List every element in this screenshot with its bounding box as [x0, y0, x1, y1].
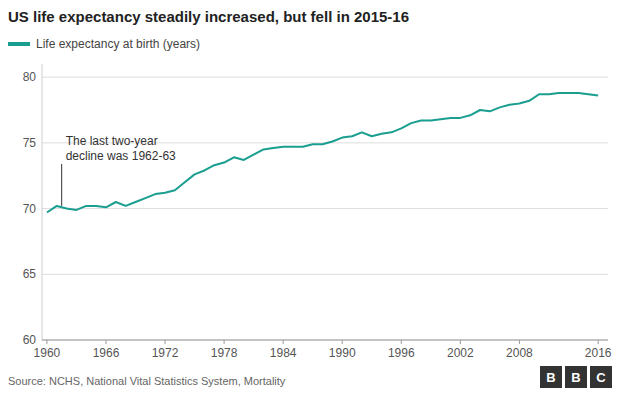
y-tick-label: 65 — [23, 267, 37, 281]
logo-letter: B — [571, 370, 580, 385]
x-tick — [224, 340, 225, 344]
x-tick-label: 1966 — [93, 346, 120, 360]
y-tick-label: 75 — [23, 136, 37, 150]
grid-line — [42, 274, 608, 275]
logo-box — [540, 366, 562, 388]
x-tick — [401, 340, 402, 344]
annotation-line-text: The last two-year — [66, 134, 158, 148]
x-tick-label: 1996 — [388, 346, 415, 360]
annotation: The last two-yeardecline was 1962-63 — [66, 134, 176, 163]
x-tick — [598, 340, 599, 344]
x-tick-label: 2016 — [585, 346, 612, 360]
plot-area — [47, 93, 598, 213]
x-tick — [283, 340, 284, 344]
x-tick — [46, 340, 47, 344]
x-tick-label: 2002 — [447, 346, 474, 360]
x-tick — [519, 340, 520, 344]
grid-line — [42, 208, 608, 209]
legend-label: Life expectancy at birth (years) — [36, 37, 200, 51]
y-tick-label: 60 — [23, 333, 37, 347]
annotation-line — [61, 164, 62, 206]
x-tick — [165, 340, 166, 344]
y-tick-label: 80 — [23, 70, 37, 84]
y-tick-label: 70 — [23, 202, 37, 216]
x-tick-label: 1984 — [270, 346, 297, 360]
logo-letter: B — [546, 370, 555, 385]
grid-line — [42, 77, 608, 78]
x-tick-label: 2008 — [506, 346, 533, 360]
logo-letter: C — [596, 370, 606, 385]
logo-box — [565, 366, 587, 388]
annotation-line-text: decline was 1962-63 — [66, 149, 176, 163]
source: Source: NCHS, National Vital Statistics … — [8, 375, 286, 387]
x-tick-label: 1960 — [34, 346, 61, 360]
x-axis-line — [42, 340, 608, 341]
x-tick — [342, 340, 343, 344]
x-tick-label: 1990 — [329, 346, 356, 360]
x-tick-label: 1978 — [211, 346, 238, 360]
legend-swatch — [8, 42, 30, 46]
title: US life expectancy steadily increased, b… — [8, 8, 409, 25]
x-tick-label: 1972 — [152, 346, 179, 360]
logo-box — [590, 366, 612, 388]
y-axis-line — [42, 64, 43, 340]
x-tick — [460, 340, 461, 344]
background — [0, 0, 624, 395]
x-tick — [105, 340, 106, 344]
grid-line — [42, 340, 608, 341]
series-line — [47, 93, 598, 213]
chart: US life expectancy steadily increased, b… — [0, 0, 624, 395]
